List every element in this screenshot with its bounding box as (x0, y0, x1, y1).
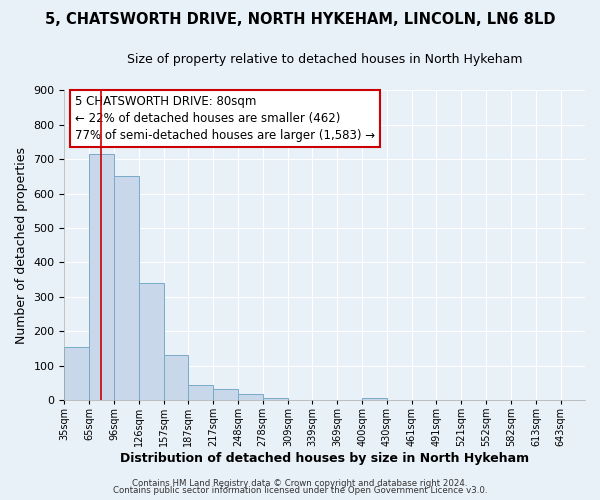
Y-axis label: Number of detached properties: Number of detached properties (15, 146, 28, 344)
Bar (263, 398, 288, 400)
Bar (188, 385, 213, 400)
Bar (362, 398, 387, 400)
Bar (139, 283, 164, 400)
Bar (164, 356, 188, 400)
Title: Size of property relative to detached houses in North Hykeham: Size of property relative to detached ho… (127, 52, 523, 66)
Bar (64, 346, 89, 400)
Bar (114, 176, 139, 400)
Text: Contains public sector information licensed under the Open Government Licence v3: Contains public sector information licen… (113, 486, 487, 495)
Text: 5 CHATSWORTH DRIVE: 80sqm
← 22% of detached houses are smaller (462)
77% of semi: 5 CHATSWORTH DRIVE: 80sqm ← 22% of detac… (75, 95, 375, 142)
Bar (213, 388, 238, 400)
Bar (89, 154, 114, 400)
Text: 5, CHATSWORTH DRIVE, NORTH HYKEHAM, LINCOLN, LN6 8LD: 5, CHATSWORTH DRIVE, NORTH HYKEHAM, LINC… (45, 12, 555, 28)
Text: Contains HM Land Registry data © Crown copyright and database right 2024.: Contains HM Land Registry data © Crown c… (132, 478, 468, 488)
Bar (238, 394, 263, 400)
X-axis label: Distribution of detached houses by size in North Hykeham: Distribution of detached houses by size … (120, 452, 529, 465)
